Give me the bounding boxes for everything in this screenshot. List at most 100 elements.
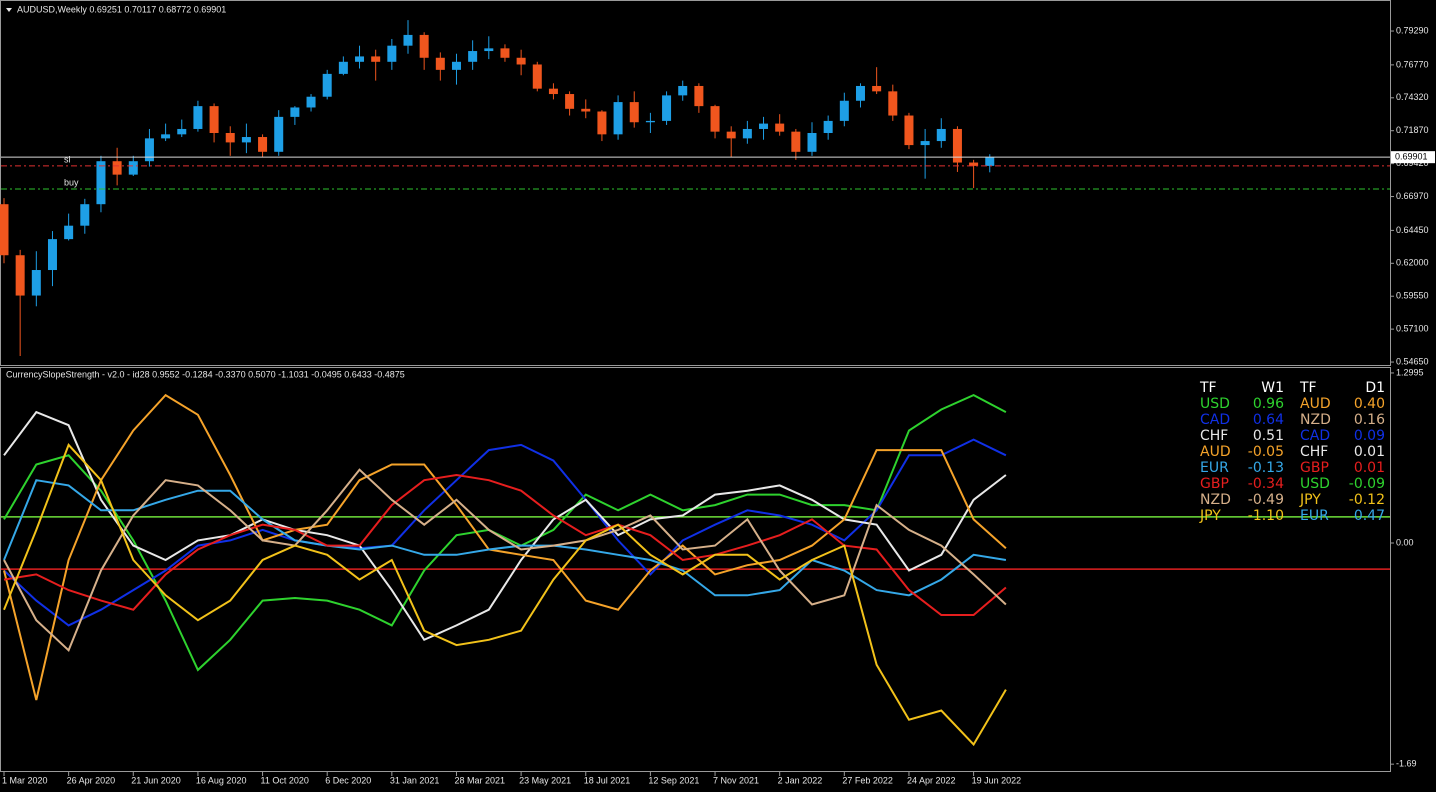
strength-value: -0.09 — [1349, 476, 1385, 492]
candle-body — [791, 131, 801, 152]
x-tick-label: 19 Jun 2022 — [972, 775, 1022, 785]
candle-body — [177, 128, 187, 135]
table-header: D1 — [1365, 380, 1385, 396]
x-tick-label: 28 Mar 2021 — [454, 775, 505, 785]
strength-value: 0.51 — [1253, 428, 1284, 444]
currency-label: CAD — [1200, 412, 1230, 428]
candle-body — [484, 48, 494, 52]
candle-body — [435, 57, 445, 70]
x-tick-label: 1 Mar 2020 — [2, 775, 48, 785]
x-tick-label: 12 Sep 2021 — [648, 775, 699, 785]
currency-label: EUR — [1200, 460, 1229, 476]
candle-body — [64, 225, 74, 240]
strength-value: -0.05 — [1248, 444, 1284, 460]
candle-body — [193, 106, 203, 129]
strength-value: -0.13 — [1248, 460, 1284, 476]
strength-line — [3, 468, 1007, 653]
currency-label: AUD — [1200, 444, 1231, 460]
current-price-label: 0.69901 — [1395, 152, 1428, 162]
y-tick-label: 0.00 — [1396, 537, 1414, 547]
candle-body — [241, 137, 251, 143]
candle-body — [144, 138, 154, 162]
candle-body — [258, 137, 268, 152]
x-tick-label: 26 Apr 2020 — [67, 775, 116, 785]
strength-line — [3, 393, 1007, 672]
y-tick-label: 0.62000 — [1396, 258, 1429, 268]
x-tick-label: 2 Jan 2022 — [778, 775, 823, 785]
currency-label: JPY — [1299, 492, 1321, 508]
indicator-panel-frame — [0, 367, 1391, 772]
strength-value: 0.47 — [1354, 508, 1385, 524]
candle-body — [969, 162, 979, 166]
candle-body — [31, 270, 41, 296]
candle-body — [694, 85, 704, 107]
candle-body — [565, 94, 575, 109]
candle-body — [387, 45, 397, 62]
x-tick-label: 21 Jun 2020 — [131, 775, 181, 785]
x-tick-label: 23 May 2021 — [519, 775, 571, 785]
candle-body — [516, 57, 526, 65]
table-header: TF — [1199, 380, 1217, 396]
candle-body — [451, 61, 461, 70]
y-tick-label: 0.64450 — [1396, 225, 1429, 235]
currency-label: JPY — [1199, 508, 1221, 524]
strength-value: 0.40 — [1354, 396, 1385, 412]
candle-body — [823, 120, 833, 133]
strength-value: 0.96 — [1253, 396, 1284, 412]
strength-value: -0.12 — [1349, 492, 1385, 508]
currency-label: USD — [1200, 396, 1230, 412]
candle-body — [855, 85, 865, 101]
y-tick-label: 0.74320 — [1396, 92, 1429, 102]
currency-label: EUR — [1300, 508, 1329, 524]
strength-line — [3, 438, 1007, 627]
y-tick-label: -1.69 — [1396, 759, 1417, 769]
candle-body — [936, 128, 946, 142]
candle-body — [468, 51, 478, 62]
candle-body — [775, 123, 785, 132]
strength-line — [3, 473, 1007, 616]
candle-body — [872, 85, 882, 92]
x-tick-label: 6 Dec 2020 — [325, 775, 371, 785]
y-tick-label: 0.54650 — [1396, 356, 1429, 366]
y-tick-label: 0.59550 — [1396, 291, 1429, 301]
candle-body — [225, 132, 235, 143]
currency-label: GBP — [1300, 460, 1329, 476]
y-tick-label: 0.79290 — [1396, 25, 1429, 35]
strength-value: 0.16 — [1354, 412, 1385, 428]
candle-body — [161, 134, 171, 139]
candle-body — [581, 108, 591, 112]
candle-body — [209, 106, 219, 133]
y-tick-label: 0.57100 — [1396, 324, 1429, 334]
candle-body — [904, 115, 914, 146]
strength-value: -0.49 — [1248, 492, 1284, 508]
candle-body — [548, 88, 558, 95]
currency-label: NZD — [1200, 492, 1231, 508]
strength-value: 0.64 — [1253, 412, 1284, 428]
candle-body — [80, 204, 90, 226]
menu-arrow[interactable] — [6, 8, 12, 12]
currency-label: CHF — [1300, 444, 1328, 460]
candle-body — [597, 111, 607, 135]
y-tick-label: 1.2995 — [1396, 367, 1424, 377]
x-tick-label: 24 Apr 2022 — [907, 775, 956, 785]
candle-body — [371, 56, 381, 62]
x-tick-label: 16 Aug 2020 — [196, 775, 247, 785]
strength-line — [3, 479, 1007, 597]
strength-value: 0.01 — [1354, 460, 1385, 476]
candle-body — [500, 48, 510, 58]
y-tick-label: 0.76770 — [1396, 59, 1429, 69]
x-tick-label: 27 Feb 2022 — [842, 775, 893, 785]
strength-value: 0.09 — [1354, 428, 1385, 444]
candle-body — [15, 255, 25, 296]
x-tick-label: 11 Oct 2020 — [261, 775, 309, 785]
candle-body — [742, 128, 752, 139]
table-header: TF — [1299, 380, 1317, 396]
x-tick-label: 31 Jan 2021 — [390, 775, 440, 785]
x-tick-label: 7 Nov 2021 — [713, 775, 759, 785]
candle-body — [645, 120, 655, 123]
candle-body — [759, 123, 769, 129]
candle-body — [710, 106, 720, 132]
